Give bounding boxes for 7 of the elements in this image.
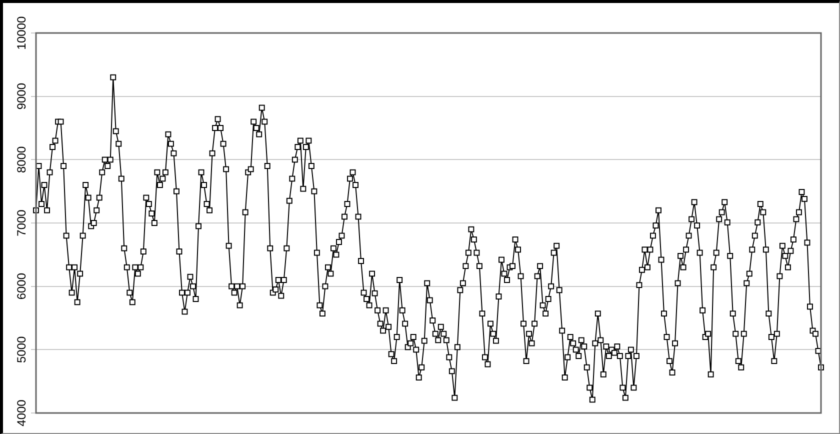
- y-tick-label: 5000: [14, 336, 28, 364]
- y-tick-label: 6000: [14, 272, 28, 300]
- y-tick-label: 8000: [14, 146, 28, 174]
- y-tick-label: 4000: [14, 399, 28, 426]
- y-tick-label: 9000: [14, 82, 28, 110]
- y-tick-label: 10000: [14, 16, 28, 50]
- y-tick-label: 7000: [14, 209, 28, 236]
